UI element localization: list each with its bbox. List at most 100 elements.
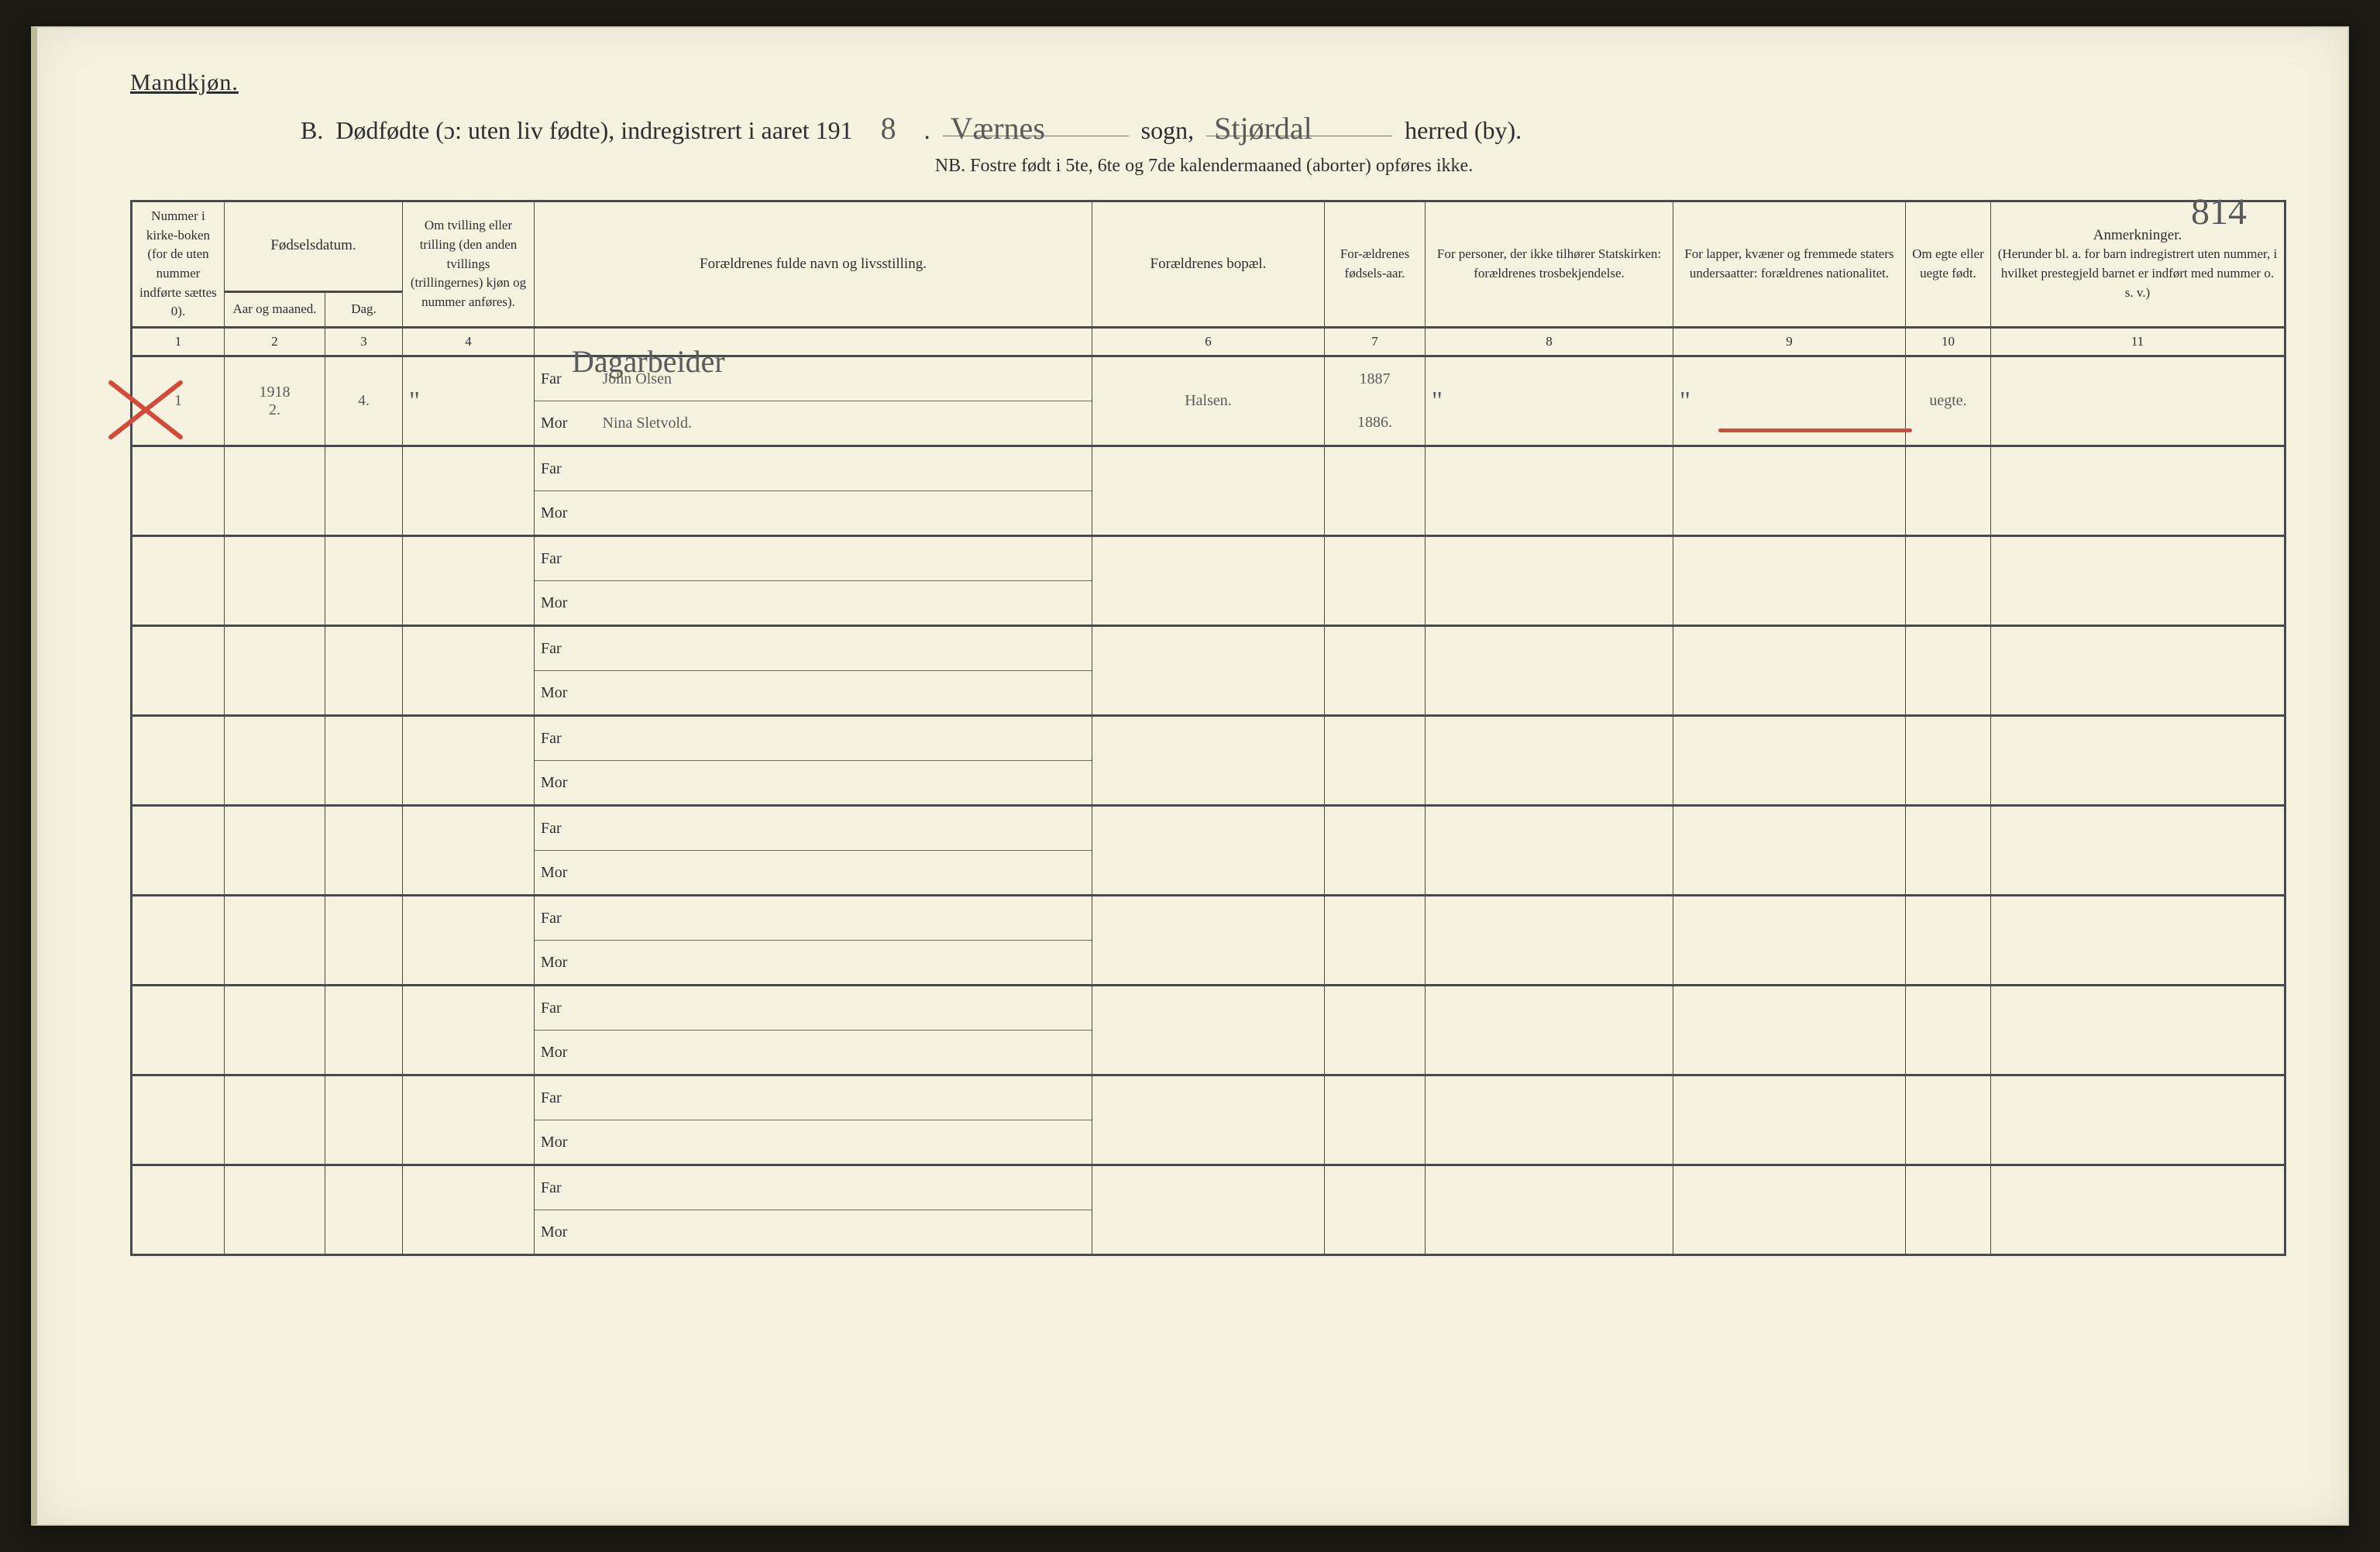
colnum-6: 6: [1092, 328, 1325, 356]
father-name: [597, 1165, 1092, 1210]
entry-remarks: [1991, 446, 2285, 536]
entry-legitimacy: [1906, 536, 1991, 626]
col-5-header: Forældrenes fulde navn og livsstilling.: [535, 201, 1092, 328]
mother-birth-year: [1325, 671, 1426, 716]
ledger-page: Mandkjøn. B. Dødfødte (ɔ: uten liv fødte…: [31, 26, 2349, 1526]
entry-remarks: [1991, 1165, 2285, 1255]
gender-label: Mandkjøn.: [130, 70, 2278, 96]
col-6-header: Forældrenes bopæl.: [1092, 201, 1325, 328]
entry-nationality: [1673, 446, 1906, 536]
entry-year-month: [225, 446, 325, 536]
entry-year-month: [225, 1165, 325, 1255]
father-name: [597, 1075, 1092, 1120]
mother-birth-year: [1325, 1031, 1426, 1075]
mother-birth-year: 1886.: [1325, 401, 1426, 446]
entry-day: [325, 716, 403, 806]
entry-day: [325, 1075, 403, 1165]
colnum-11: 11: [1991, 328, 2285, 356]
mother-name: [597, 1031, 1092, 1075]
parent-label-far: Far: [535, 1165, 597, 1210]
parent-label-far: Far: [535, 626, 597, 671]
entry-nationality: [1673, 806, 1906, 896]
entry-residence: [1092, 536, 1325, 626]
entry-remarks: [1991, 716, 2285, 806]
entry-year-month: [225, 1075, 325, 1165]
entry-number: [132, 986, 225, 1075]
father-name: [597, 716, 1092, 761]
entry-nationality: [1673, 626, 1906, 716]
entry-legitimacy: [1906, 1075, 1991, 1165]
col-9-header: For lapper, kvæner og fremmede staters u…: [1673, 201, 1906, 328]
mother-name: Nina Sletvold.: [597, 401, 1092, 446]
entry-year-month: [225, 716, 325, 806]
colnum-5: [535, 328, 1092, 356]
father-name: John Olsen: [597, 356, 1092, 401]
entry-residence: [1092, 626, 1325, 716]
parent-label-far: Far: [535, 356, 597, 401]
table-row: Far: [132, 896, 2285, 941]
entry-faith: [1426, 1075, 1673, 1165]
parent-label-mor: Mor: [535, 941, 597, 986]
col-4-header: Om tvilling eller trilling (den anden tv…: [403, 201, 535, 328]
sogn-blank: Værnes: [943, 110, 1129, 136]
entry-residence: [1092, 806, 1325, 896]
entry-year-month: [225, 806, 325, 896]
table-row: Far: [132, 806, 2285, 851]
sheet-number: 814: [2191, 191, 2247, 233]
father-birth-year: [1325, 446, 1426, 491]
entry-nationality: [1673, 536, 1906, 626]
entry-legitimacy: [1906, 896, 1991, 986]
col-2-group-header: Fødselsdatum.: [225, 201, 403, 292]
mother-name: [597, 941, 1092, 986]
entry-faith: [1426, 1165, 1673, 1255]
mother-birth-year: [1325, 581, 1426, 626]
mother-name: [597, 761, 1092, 806]
colnum-9: 9: [1673, 328, 1906, 356]
entry-number: [132, 896, 225, 986]
entry-twin: [403, 896, 535, 986]
entry-year-month: [225, 896, 325, 986]
mother-birth-year: [1325, 1120, 1426, 1165]
mother-birth-year: [1325, 941, 1426, 986]
herred-blank: Stjørdal: [1206, 110, 1392, 136]
entry-year-month: [225, 986, 325, 1075]
father-name: [597, 896, 1092, 941]
entry-day: [325, 626, 403, 716]
mother-name: [597, 491, 1092, 536]
entry-day: [325, 446, 403, 536]
entry-year-month: 19182.: [225, 356, 325, 446]
colnum-4: 4: [403, 328, 535, 356]
entry-residence: [1092, 1165, 1325, 1255]
colnum-10: 10: [1906, 328, 1991, 356]
father-name: [597, 626, 1092, 671]
form-title: B. Dødfødte (ɔ: uten liv fødte), indregi…: [130, 110, 2278, 146]
entry-legitimacy: [1906, 626, 1991, 716]
entry-residence: [1092, 986, 1325, 1075]
year-last-digit: 8: [865, 110, 912, 146]
colnum-3: 3: [325, 328, 403, 356]
col-7-header: For-ældrenes fødsels-aar.: [1325, 201, 1426, 328]
entry-number: 1: [132, 356, 225, 446]
parent-label-mor: Mor: [535, 851, 597, 896]
entry-residence: [1092, 716, 1325, 806]
ledger-table: Nummer i kirke-boken (for de uten nummer…: [130, 200, 2286, 1256]
parent-label-mor: Mor: [535, 761, 597, 806]
parent-label-far: Far: [535, 806, 597, 851]
parent-label-far: Far: [535, 986, 597, 1031]
entry-faith: [1426, 896, 1673, 986]
red-underline: [1718, 428, 1912, 432]
entry-number: [132, 1165, 225, 1255]
entry-residence: Halsen.: [1092, 356, 1325, 446]
entry-faith: [1426, 626, 1673, 716]
father-birth-year: [1325, 896, 1426, 941]
entry-nationality: [1673, 716, 1906, 806]
father-birth-year: [1325, 626, 1426, 671]
table-header: Nummer i kirke-boken (for de uten nummer…: [132, 201, 2285, 356]
entry-day: [325, 896, 403, 986]
entry-day: [325, 986, 403, 1075]
col-8-header: For personer, der ikke tilhører Statskir…: [1426, 201, 1673, 328]
entry-remarks: [1991, 356, 2285, 446]
father-name: [597, 806, 1092, 851]
father-birth-year: [1325, 986, 1426, 1031]
table-row: Far: [132, 986, 2285, 1031]
